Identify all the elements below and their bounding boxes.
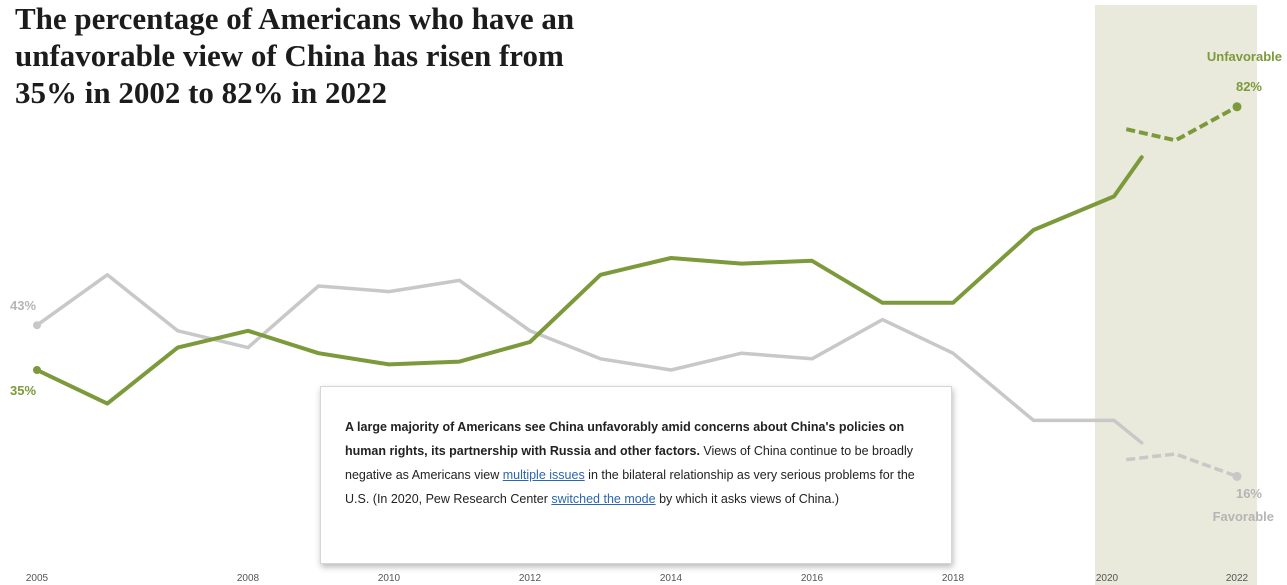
unfavorable-start-label: 35% [10, 383, 36, 398]
annotation-text-2: in the bilateral relationship as very se… [345, 468, 915, 506]
unfavorable-end-label: 82% [1236, 79, 1262, 94]
annotation-box: A large majority of Americans see China … [320, 386, 952, 564]
favorable-dashed-line [1126, 452, 1238, 479]
x-tick-2010: 2010 [378, 573, 401, 584]
x-tick-2014: 2014 [660, 573, 683, 584]
unfavorable-dashed-line [1125, 105, 1238, 143]
switched-the-mode-link[interactable]: switched the mode [551, 492, 656, 506]
x-tick-2008: 2008 [237, 573, 260, 584]
favorable-line [35, 273, 1144, 445]
series-lines [33, 102, 1242, 481]
favorable-end-label: 16% [1236, 486, 1262, 501]
x-tick-2022: 2022 [1226, 573, 1249, 584]
x-tick-2020: 2020 [1096, 573, 1119, 584]
favorable-end-point [1232, 471, 1242, 481]
annotation-bold-text: A large majority of Americans see China … [345, 420, 905, 458]
multiple-issues-link[interactable]: multiple issues [502, 468, 585, 482]
annotation-text-3: by which it asks views of China.) [655, 492, 839, 506]
x-axis-ticks: 2005 2008 2010 2012 2014 2016 2018 2020 2022 [26, 573, 1249, 584]
unfavorable-line [35, 155, 1144, 406]
x-tick-2012: 2012 [519, 573, 542, 584]
x-tick-2018: 2018 [942, 573, 965, 584]
chart-title: The percentage of Americans who have an … [15, 1, 575, 110]
favorable-series-name: Favorable [1213, 509, 1274, 524]
unfavorable-start-point [33, 366, 41, 374]
annotation-text-1: Views of China continue to be broadly ne… [345, 444, 914, 482]
favorable-start-label: 43% [10, 298, 36, 313]
series-labels: 35% 43% Unfavorable 82% 16% Favorable [10, 49, 1282, 524]
favorable-start-point [33, 321, 41, 330]
x-tick-2016: 2016 [801, 573, 824, 584]
x-tick-2005: 2005 [26, 573, 49, 584]
highlight-band-2020-2022 [1095, 5, 1257, 585]
unfavorable-end-point [1232, 102, 1242, 112]
unfavorable-series-name: Unfavorable [1207, 49, 1282, 64]
